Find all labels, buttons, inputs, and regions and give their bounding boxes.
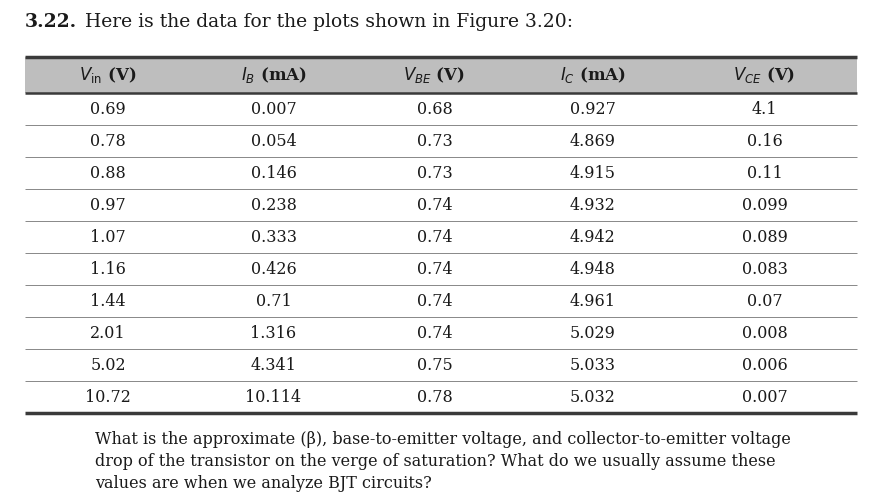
Text: 0.78: 0.78 <box>416 388 452 406</box>
Text: 0.146: 0.146 <box>250 164 296 182</box>
Text: 0.007: 0.007 <box>742 388 788 406</box>
Text: 4.948: 4.948 <box>570 260 616 278</box>
Text: drop of the transistor on the verge of saturation? What do we usually assume the: drop of the transistor on the verge of s… <box>95 453 775 470</box>
Text: 0.71: 0.71 <box>256 292 291 310</box>
Text: 0.333: 0.333 <box>250 228 296 246</box>
Text: 10.114: 10.114 <box>245 388 302 406</box>
Text: 0.426: 0.426 <box>250 260 296 278</box>
Text: 5.029: 5.029 <box>570 324 616 342</box>
Text: 0.054: 0.054 <box>250 132 296 150</box>
Text: 0.008: 0.008 <box>742 324 788 342</box>
Text: 4.1: 4.1 <box>751 100 777 117</box>
Text: 10.72: 10.72 <box>85 388 131 406</box>
Text: 4.341: 4.341 <box>250 356 296 374</box>
Text: 0.73: 0.73 <box>416 164 452 182</box>
Text: 4.961: 4.961 <box>570 292 616 310</box>
Text: $V_{CE}$ (V): $V_{CE}$ (V) <box>734 65 796 85</box>
Text: 5.02: 5.02 <box>90 356 126 374</box>
Text: 0.006: 0.006 <box>742 356 788 374</box>
Text: 4.915: 4.915 <box>570 164 616 182</box>
Text: 0.69: 0.69 <box>90 100 126 117</box>
Text: $I_{C}$ (mA): $I_{C}$ (mA) <box>559 65 625 85</box>
Text: 0.88: 0.88 <box>90 164 126 182</box>
Text: 0.74: 0.74 <box>416 260 452 278</box>
Text: 1.07: 1.07 <box>90 228 126 246</box>
Text: 0.16: 0.16 <box>747 132 782 150</box>
Text: $I_{B}$ (mA): $I_{B}$ (mA) <box>241 65 306 85</box>
Text: 3.22.: 3.22. <box>25 13 77 31</box>
Bar <box>25 57 857 93</box>
Text: 0.007: 0.007 <box>250 100 296 117</box>
Text: 0.11: 0.11 <box>747 164 782 182</box>
Text: 5.032: 5.032 <box>570 388 616 406</box>
Text: 1.16: 1.16 <box>90 260 126 278</box>
Text: Here is the data for the plots shown in Figure 3.20:: Here is the data for the plots shown in … <box>73 13 573 31</box>
Text: 4.869: 4.869 <box>570 132 616 150</box>
Text: 0.238: 0.238 <box>250 196 296 214</box>
Text: 0.73: 0.73 <box>416 132 452 150</box>
Text: 2.01: 2.01 <box>90 324 126 342</box>
Text: 0.74: 0.74 <box>416 324 452 342</box>
Text: 1.316: 1.316 <box>250 324 296 342</box>
Text: 0.74: 0.74 <box>416 292 452 310</box>
Text: 0.97: 0.97 <box>90 196 126 214</box>
Text: $V_{\mathrm{in}}$ (V): $V_{\mathrm{in}}$ (V) <box>79 65 137 85</box>
Text: 5.033: 5.033 <box>570 356 616 374</box>
Text: values are when we analyze BJT circuits?: values are when we analyze BJT circuits? <box>95 475 432 492</box>
Text: 0.927: 0.927 <box>570 100 616 117</box>
Text: What is the approximate (β), base-to-emitter voltage, and collector-to-emitter v: What is the approximate (β), base-to-emi… <box>95 431 791 448</box>
Text: 0.74: 0.74 <box>416 196 452 214</box>
Text: 0.74: 0.74 <box>416 228 452 246</box>
Text: $V_{BE}$ (V): $V_{BE}$ (V) <box>403 65 466 85</box>
Text: 0.68: 0.68 <box>416 100 452 117</box>
Text: 0.089: 0.089 <box>742 228 788 246</box>
Text: 0.78: 0.78 <box>90 132 126 150</box>
Text: 0.75: 0.75 <box>416 356 452 374</box>
Text: 0.099: 0.099 <box>742 196 788 214</box>
Text: 4.942: 4.942 <box>570 228 616 246</box>
Text: 4.932: 4.932 <box>570 196 616 214</box>
Text: 1.44: 1.44 <box>90 292 126 310</box>
Text: 0.07: 0.07 <box>747 292 782 310</box>
Text: 0.083: 0.083 <box>742 260 788 278</box>
